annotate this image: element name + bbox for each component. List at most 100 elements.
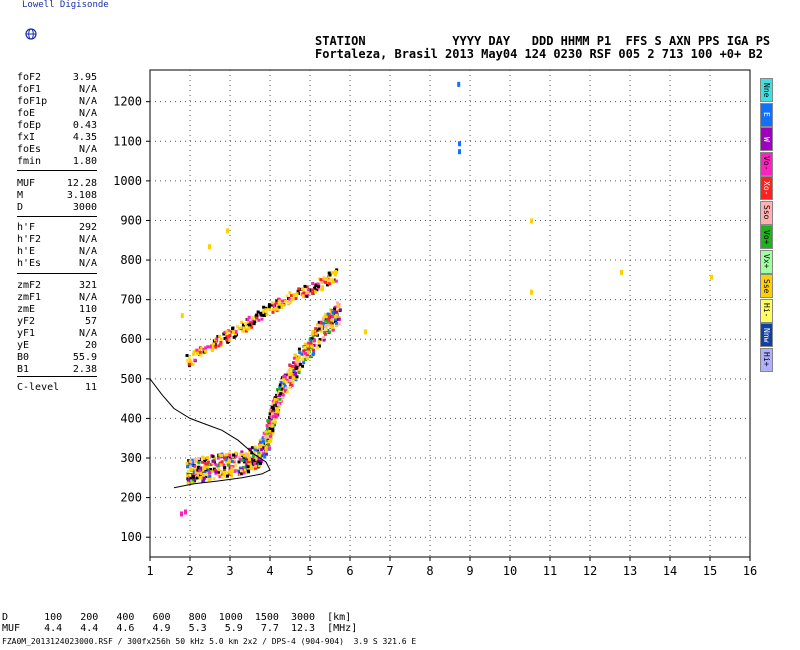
echo-point (263, 311, 267, 315)
header-line-1: STATION YYYY DAY DDD HHMM P1 FFS S AXN P… (315, 34, 771, 48)
echo-point (257, 461, 261, 465)
echo-point (302, 349, 306, 353)
echo-point (186, 469, 190, 473)
echo-point (304, 358, 308, 362)
echo-point (293, 354, 297, 358)
echo-point (311, 329, 315, 333)
echo-point (228, 453, 232, 457)
echo-point (216, 464, 220, 468)
echo-point (226, 453, 230, 457)
echo-point (458, 141, 461, 147)
echo-point (228, 460, 232, 464)
param-row-zmf2: zmF2 321 (17, 280, 97, 292)
echo-point (278, 390, 282, 394)
echo-point (316, 344, 320, 348)
echo-point (246, 327, 250, 331)
echo-point (311, 281, 315, 285)
legend-item-sse: Sse (760, 274, 773, 298)
y-tick-label: 200 (120, 491, 142, 505)
echo-point (321, 287, 325, 291)
echo-point (306, 344, 310, 348)
param-row-foe: foE N/A (17, 108, 97, 120)
echo-point (316, 282, 320, 286)
echo-point (242, 460, 246, 464)
param-value: 1.80 (72, 156, 97, 167)
echo-point (266, 435, 270, 439)
echo-point (294, 295, 298, 299)
echo-point (275, 404, 279, 408)
echo-point (281, 388, 285, 392)
echo-point (235, 324, 239, 328)
echo-point (192, 477, 196, 481)
echo-point (180, 313, 184, 319)
echo-point (188, 473, 192, 477)
echo-point (276, 403, 280, 407)
echo-point (331, 278, 335, 282)
echo-point (246, 459, 250, 463)
echo-point (273, 397, 277, 401)
echo-point (206, 465, 210, 469)
echo-point (280, 381, 284, 385)
echo-point (255, 459, 259, 463)
echo-point (290, 365, 294, 369)
echo-point (197, 465, 201, 469)
echo-point (289, 293, 293, 297)
param-value: 321 (78, 280, 97, 291)
echo-point (288, 297, 292, 301)
param-separator (17, 376, 97, 377)
echo-point (186, 481, 190, 485)
echo-point (217, 463, 221, 467)
echo-point (270, 301, 274, 305)
legend-item-nne: Nne (760, 78, 773, 102)
echo-point (268, 307, 272, 311)
param-value: N/A (78, 84, 97, 95)
echo-point (255, 463, 259, 467)
echo-point (186, 465, 190, 469)
echo-point (209, 463, 213, 467)
echo-point (308, 355, 312, 359)
echo-point (250, 446, 254, 450)
echo-point (196, 472, 200, 476)
param-key: h'E (17, 246, 36, 257)
echo-point (261, 436, 265, 440)
legend-item-nnw: Nnw (760, 323, 773, 347)
echo-point (297, 369, 301, 373)
echo-point (232, 453, 236, 457)
echo-point (223, 336, 227, 340)
echo-point (231, 469, 235, 473)
echo-point (244, 329, 248, 333)
param-key: C-level (17, 382, 60, 393)
legend-item-hi-: Hi+ (760, 347, 773, 372)
x-tick-label: 8 (426, 564, 433, 578)
echo-point (242, 471, 246, 475)
echo-point (335, 301, 339, 305)
param-value: 12.28 (66, 178, 97, 189)
echo-point (458, 149, 461, 155)
echo-point (302, 291, 306, 295)
echo-point (240, 450, 244, 454)
echo-point (206, 468, 210, 472)
echo-point (329, 321, 333, 325)
echo-point (213, 342, 217, 346)
echo-point (253, 320, 257, 324)
echo-point (219, 463, 223, 467)
echo-point (263, 433, 267, 437)
echo-point (218, 469, 222, 473)
param-value: 0.43 (72, 120, 97, 131)
echo-point (312, 337, 316, 341)
param-key: zmF2 (17, 280, 42, 291)
y-tick-label: 500 (120, 372, 142, 386)
echo-point (263, 444, 267, 448)
echo-point (283, 384, 287, 388)
echo-point (218, 334, 222, 338)
echo-point (188, 362, 192, 366)
echo-point (277, 393, 281, 397)
echo-point (292, 361, 296, 365)
echo-point (275, 410, 279, 414)
echo-point (201, 479, 205, 483)
echo-point (206, 345, 210, 349)
echo-point (335, 313, 339, 317)
echo-point (276, 388, 280, 392)
echo-point (251, 319, 255, 323)
echo-point (233, 469, 237, 473)
